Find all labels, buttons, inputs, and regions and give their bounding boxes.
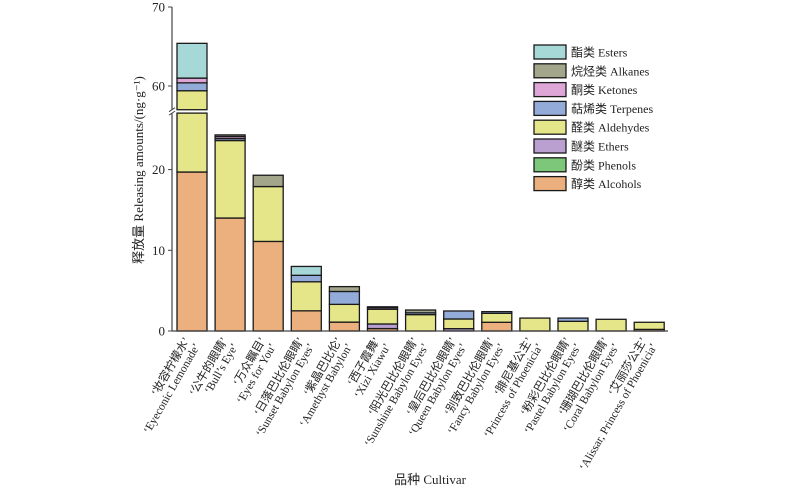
legend-swatch — [533, 157, 567, 173]
legend-label: 烷烃类 Alkanes — [571, 64, 650, 78]
bar-segment-alkanes — [214, 134, 246, 138]
legend-swatch — [533, 138, 567, 154]
bar-segment-aldehydes — [519, 317, 551, 332]
bar-segment-terpenes — [481, 310, 513, 314]
legend-swatch — [533, 100, 567, 117]
legend-item: 酯类 Esters — [533, 44, 628, 60]
bar-stack — [290, 265, 322, 332]
bars-layer — [176, 42, 665, 332]
bar-segment-alcohols — [481, 321, 513, 332]
legend-item: 醚类 Ethers — [533, 138, 629, 154]
bar-stack — [404, 309, 437, 332]
axis-break-mark — [168, 107, 176, 113]
y-axis-label: 释放量 Releasing amounts/(ng·g⁻¹) — [131, 76, 146, 264]
bar-stack — [328, 285, 361, 332]
bar-stack — [481, 310, 513, 332]
y-tick-label: 60 — [152, 79, 165, 94]
bar-segment-terpenes — [328, 290, 361, 306]
legend-label: 醇类 Alcohols — [571, 176, 642, 191]
bar-stack — [366, 306, 399, 332]
legend-label: 萜烯类 Terpenes — [571, 102, 653, 116]
legend-item: 醇类 Alcohols — [533, 175, 642, 192]
legend-swatch — [533, 175, 567, 192]
bar-segment-terpenes — [443, 310, 475, 320]
bar-stack — [557, 317, 589, 332]
legend-label: 酯类 Esters — [571, 46, 628, 60]
bar-stack — [519, 317, 551, 332]
legend-label: 醛类 Aldehydes — [571, 120, 650, 135]
y-tick-label: 0 — [159, 324, 166, 339]
bar-segment-alkanes — [328, 285, 361, 293]
y-tick-label: 70 — [152, 0, 165, 15]
legend-swatch — [533, 81, 567, 98]
legend: 酯类 Esters 烷烃类 Alkanes 酮类 Ketones 萜烯类 Terpen… — [533, 44, 653, 192]
bar-stack — [595, 318, 627, 332]
bar-segment-esters — [176, 42, 208, 79]
bar-segment-aldehydes — [481, 312, 513, 323]
bar-segment-alkanes — [252, 174, 284, 188]
bar-segment-aldehydes — [443, 318, 475, 330]
bar-segment-alcohols — [328, 321, 361, 332]
bar-segment-alcohols — [290, 310, 322, 332]
bar-stack — [252, 174, 284, 332]
bar-segment-aldehydes — [252, 185, 284, 243]
y-tick-label: 20 — [152, 162, 165, 177]
bar-segment-terpenes — [176, 82, 208, 92]
bar-stack — [633, 321, 665, 332]
legend-item: 酮类 Ketones — [533, 81, 638, 98]
bar-segment-ketones — [176, 77, 208, 84]
legend-label: 醚类 Ethers — [571, 140, 629, 154]
bar-segment-alkanes — [404, 309, 437, 314]
bar-segment-alkanes — [366, 306, 399, 309]
y-tick-label: 10 — [152, 243, 165, 258]
bar-segment-aldehydes — [328, 303, 361, 323]
bar-segment-terpenes — [557, 317, 589, 322]
bar-segment-aldehydes — [557, 320, 589, 332]
bar-segment-aldehydes — [290, 281, 322, 312]
bar-segment-ethers — [366, 323, 399, 330]
legend-label: 酚类 Phenols — [571, 158, 636, 172]
bar-segment-esters — [290, 265, 322, 276]
y-axis: 0 10 20 60 70 — [152, 0, 668, 339]
bar-segment-aldehydes — [404, 313, 437, 332]
legend-swatch — [533, 44, 567, 60]
bar-segment-aldehydes — [366, 308, 399, 325]
legend-item: 酚类 Phenols — [533, 157, 636, 173]
legend-swatch — [533, 63, 567, 79]
bar-segment-aldehydes — [633, 321, 665, 331]
legend-item: 萜烯类 Terpenes — [533, 100, 653, 117]
x-tick-labels: ‘妆容柠檬水’‘Eyeconic Lemonade’‘公牛的眼睛’‘Bull’s… — [142, 335, 661, 473]
bar-segment-aldehydes — [214, 139, 246, 219]
x-axis-label: 品种 Cultivar — [394, 472, 467, 487]
bar-segment-aldehydes — [595, 318, 627, 332]
legend-label: 酮类 Ketones — [571, 83, 638, 97]
bar-segment-aldehydes — [176, 112, 208, 173]
bar-segment-alcohols — [252, 240, 284, 332]
bar-segment-alcohols — [214, 217, 246, 332]
legend-item: 烷烃类 Alkanes — [533, 63, 650, 79]
legend-swatch — [533, 119, 567, 135]
bar-segment-alcohols — [176, 171, 208, 332]
bar-stack — [214, 134, 246, 332]
bar-segment-aldehydes — [176, 90, 208, 111]
bar-stack — [176, 42, 208, 332]
bar-stack — [443, 310, 475, 332]
legend-item: 醛类 Aldehydes — [533, 119, 650, 135]
axis-break-mark — [168, 110, 176, 116]
bar-segment-terpenes — [290, 274, 322, 283]
